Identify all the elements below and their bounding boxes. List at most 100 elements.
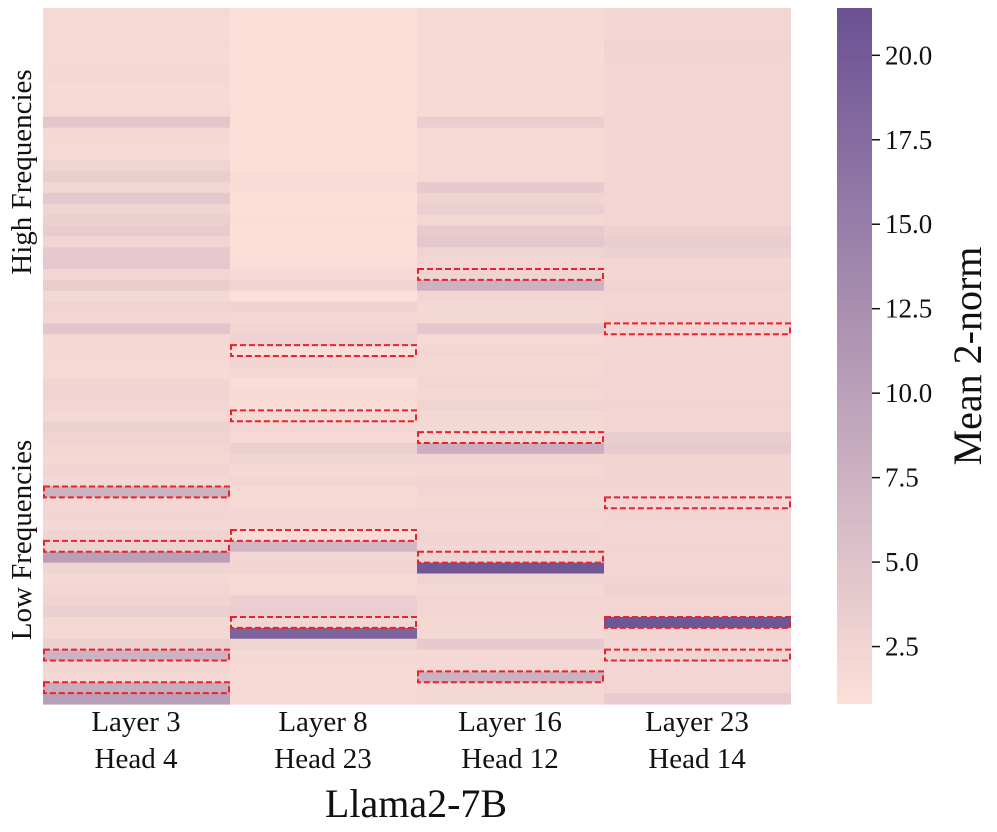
heatmap-cell [43,617,230,629]
heatmap-cell [43,649,230,662]
heatmap-cell [417,40,604,53]
heatmap-cell [417,51,604,63]
heatmap-cell [604,95,791,107]
heatmap-cell [417,8,604,20]
heatmap-cell [43,399,230,411]
heatmap-cell [604,366,791,379]
heatmap-cell [230,290,417,303]
heatmap-cell [43,51,230,63]
heatmap-cell [230,377,417,390]
heatmap-cell [417,627,604,640]
heatmap-cell [417,366,604,379]
heatmap-cell [230,225,417,237]
heatmap-cell [417,530,604,542]
heatmap-cell [417,138,604,150]
heatmap-cell [43,551,230,564]
heatmap-cell [43,105,230,118]
heatmap-cell [230,301,417,314]
highlight-box [43,648,230,662]
heatmap-cell [43,693,230,705]
heatmap-cell [230,388,417,401]
highlight-box [604,616,791,629]
heatmap-cell [604,617,791,629]
heatmap-cell [230,334,417,346]
column-label-3-line1: Layer 16 [458,706,562,738]
heatmap-cell [604,160,791,172]
highlight-box [604,648,791,662]
heatmap-cell [604,290,791,303]
heatmap-cell [43,573,230,585]
highlight-box [604,496,791,510]
heatmap-cell [43,453,230,466]
heatmap-cell [230,671,417,683]
heatmap-cell [417,638,604,651]
heatmap-cell [43,519,230,531]
column-label-3-line2: Head 12 [461,743,558,775]
heatmap-cell [230,530,417,542]
heatmap-cell [417,497,604,509]
heatmap-cell [230,138,417,150]
heatmap-cell [417,334,604,346]
heatmap-cell [604,105,791,118]
heatmap-cell [230,247,417,259]
heatmap-cell [230,62,417,74]
heatmap-cell [230,8,417,20]
heatmap-cell [230,116,417,129]
heatmap-cell [604,323,791,335]
heatmap-cell [417,693,604,705]
heatmap-cell [417,116,604,129]
heatmap-cell [417,464,604,477]
heatmap-cell [417,62,604,74]
heatmap-cell [604,388,791,401]
heatmap-cell [604,247,791,259]
heatmap-cell [43,606,230,618]
heatmap-cell [604,627,791,640]
heatmap-cell [43,236,230,248]
heatmap-cell [604,530,791,542]
column-label-4-line1: Layer 23 [645,706,749,738]
heatmap-cell [604,551,791,564]
heatmap-cell [230,18,417,31]
heatmap-cell [604,453,791,466]
heatmap-cell [230,584,417,596]
heatmap-cell [604,649,791,662]
ylabel-high-frequencies: High Frequencies [6,69,38,274]
heatmap-cell [43,377,230,390]
heatmap-cell [230,95,417,107]
highlight-box [230,344,417,357]
heatmap-cell [417,410,604,422]
heatmap-cell [230,443,417,455]
heatmap-cell [604,410,791,422]
heatmap-cell [230,682,417,694]
heatmap-cell [230,203,417,216]
heatmap-cell [417,453,604,466]
heatmap-cell [43,562,230,575]
colorbar-tick-label: 15.0 [885,209,932,239]
heatmap-cell [604,301,791,314]
heatmap-cell [604,116,791,129]
heatmap-cell [230,595,417,607]
heatmap-cell [43,84,230,96]
heatmap-cell [417,182,604,194]
heatmap-cell [417,290,604,303]
heatmap-cell [604,432,791,444]
highlight-box [417,431,604,444]
heatmap-cell [604,334,791,346]
heatmap-cell [417,149,604,161]
heatmap-cell [604,138,791,150]
heatmap-cell [43,258,230,270]
heatmap-cells [43,8,791,705]
heatmap-cell [604,486,791,498]
heatmap-cell [417,486,604,498]
heatmap-cell [417,573,604,585]
heatmap-cell [604,192,791,205]
heatmap-cell [230,269,417,281]
heatmap-cell [43,432,230,444]
heatmap-cell [43,8,230,20]
heatmap-cell [604,269,791,281]
column-label-2-line1: Layer 8 [278,706,367,738]
column-labels: Layer 3 Head 4 Layer 8 Head 23 Layer 16 … [91,706,749,775]
heatmap-cell [230,693,417,705]
heatmap-cell [230,551,417,564]
column-label-1-line2: Head 4 [95,743,178,775]
